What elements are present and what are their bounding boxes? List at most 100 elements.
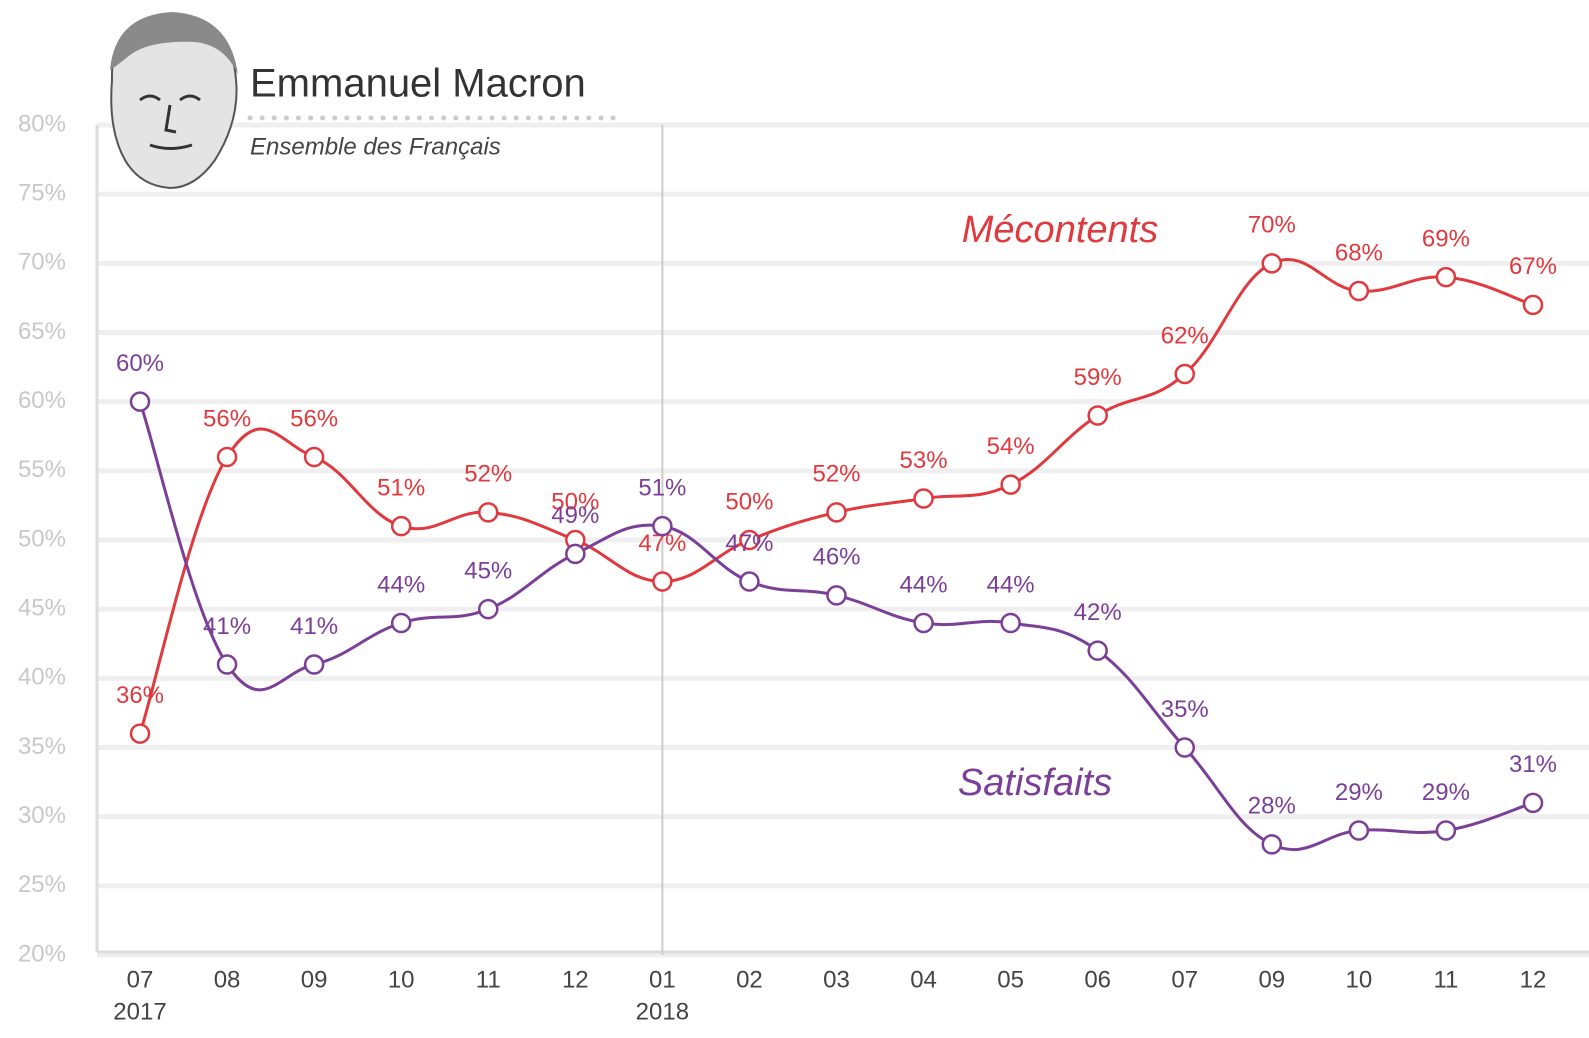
point bbox=[565, 543, 586, 565]
point bbox=[1174, 737, 1195, 758]
point bbox=[1435, 266, 1457, 288]
y-tick-label: 75% bbox=[18, 180, 66, 207]
point bbox=[1522, 294, 1544, 316]
data-label: 29% bbox=[1335, 779, 1383, 806]
data-label: 54% bbox=[987, 433, 1035, 460]
data-label: 52% bbox=[464, 461, 512, 488]
x-tick-label: 09 bbox=[1258, 966, 1285, 993]
point bbox=[913, 488, 934, 509]
point bbox=[216, 446, 238, 468]
year-label: 2018 bbox=[636, 998, 689, 1025]
data-label: 41% bbox=[290, 613, 338, 640]
y-tick-label: 20% bbox=[18, 940, 66, 967]
point bbox=[390, 612, 412, 634]
x-tick-label: 09 bbox=[301, 966, 328, 993]
data-label: 44% bbox=[900, 571, 948, 598]
point bbox=[739, 571, 760, 592]
point bbox=[478, 502, 499, 523]
x-tick-label: 12 bbox=[562, 966, 589, 993]
point bbox=[1261, 253, 1283, 274]
point bbox=[1522, 792, 1544, 814]
series-name: Mécontents bbox=[962, 209, 1158, 251]
x-tick-label: 10 bbox=[1346, 966, 1373, 993]
point bbox=[1087, 640, 1108, 661]
y-tick-label: 55% bbox=[18, 456, 66, 483]
y-tick-label: 30% bbox=[18, 802, 66, 829]
data-label: 69% bbox=[1422, 226, 1470, 253]
x-tick-label: 10 bbox=[388, 966, 415, 993]
point bbox=[1435, 820, 1457, 841]
data-label: 46% bbox=[812, 544, 860, 571]
portrait bbox=[110, 12, 238, 190]
point bbox=[129, 391, 151, 412]
data-label: 35% bbox=[1161, 696, 1209, 723]
data-label: 68% bbox=[1335, 239, 1383, 266]
data-label: 59% bbox=[1074, 364, 1122, 391]
data-label: 60% bbox=[116, 350, 164, 377]
y-tick-label: 80% bbox=[18, 110, 66, 137]
data-label: 36% bbox=[116, 682, 164, 709]
point bbox=[390, 515, 412, 537]
point bbox=[652, 571, 673, 592]
point bbox=[303, 446, 325, 468]
x-tick-label: 01 bbox=[649, 966, 676, 993]
point bbox=[826, 502, 847, 523]
y-tick-label: 60% bbox=[18, 387, 66, 414]
point bbox=[1087, 405, 1108, 426]
x-tick-label: 04 bbox=[910, 966, 937, 993]
point bbox=[216, 654, 238, 675]
x-tick-label: 02 bbox=[736, 966, 763, 993]
data-label: 53% bbox=[900, 447, 948, 474]
y-tick-label: 50% bbox=[18, 525, 66, 552]
data-label: 56% bbox=[290, 405, 338, 432]
point bbox=[826, 585, 847, 606]
data-label: 56% bbox=[203, 405, 251, 432]
y-tick-label: 45% bbox=[18, 595, 66, 622]
y-tick-label: 35% bbox=[18, 733, 66, 760]
point bbox=[1174, 363, 1195, 385]
data-label: 51% bbox=[638, 475, 686, 502]
x-tick-label: 07 bbox=[1171, 966, 1198, 993]
data-label: 51% bbox=[377, 475, 425, 502]
point bbox=[1000, 612, 1021, 634]
x-tick-label: 11 bbox=[476, 966, 501, 993]
chart-subtitle: Ensemble des Français bbox=[250, 133, 501, 160]
y-tick-label: 40% bbox=[18, 664, 66, 691]
point bbox=[1261, 834, 1283, 855]
x-tick-label: 05 bbox=[997, 966, 1024, 993]
series-name: Satisfaits bbox=[958, 762, 1112, 804]
data-label: 49% bbox=[551, 502, 599, 529]
y-tick-label: 25% bbox=[18, 871, 66, 898]
data-label: 44% bbox=[987, 571, 1035, 598]
y-tick-label: 65% bbox=[18, 318, 66, 345]
data-label: 42% bbox=[1074, 599, 1122, 626]
x-tick-label: 08 bbox=[214, 966, 241, 993]
year-label: 2017 bbox=[113, 998, 166, 1025]
point bbox=[1348, 280, 1370, 302]
point bbox=[303, 654, 325, 675]
data-label: 52% bbox=[812, 461, 860, 488]
data-label: 28% bbox=[1248, 793, 1296, 820]
data-label: 50% bbox=[551, 488, 599, 515]
x-tick-label: 12 bbox=[1520, 966, 1547, 993]
data-label: 70% bbox=[1248, 212, 1296, 239]
data-label: 67% bbox=[1509, 253, 1557, 280]
chart-title: Emmanuel Macron bbox=[250, 62, 586, 106]
data-label: 62% bbox=[1161, 322, 1209, 349]
data-label: 45% bbox=[464, 558, 512, 585]
data-label: 50% bbox=[725, 488, 773, 515]
data-label: 44% bbox=[377, 571, 425, 598]
point bbox=[478, 598, 499, 620]
data-label: 47% bbox=[725, 530, 773, 557]
data-label: 31% bbox=[1509, 751, 1557, 778]
data-label: 41% bbox=[203, 613, 251, 640]
point bbox=[129, 723, 151, 744]
point bbox=[652, 515, 673, 537]
data-label: 29% bbox=[1422, 779, 1470, 806]
point bbox=[913, 612, 934, 634]
point bbox=[1348, 820, 1370, 841]
x-tick-label: 06 bbox=[1084, 966, 1111, 993]
x-tick-label: 11 bbox=[1433, 966, 1458, 993]
point bbox=[1000, 474, 1021, 495]
y-tick-label: 70% bbox=[18, 249, 66, 276]
